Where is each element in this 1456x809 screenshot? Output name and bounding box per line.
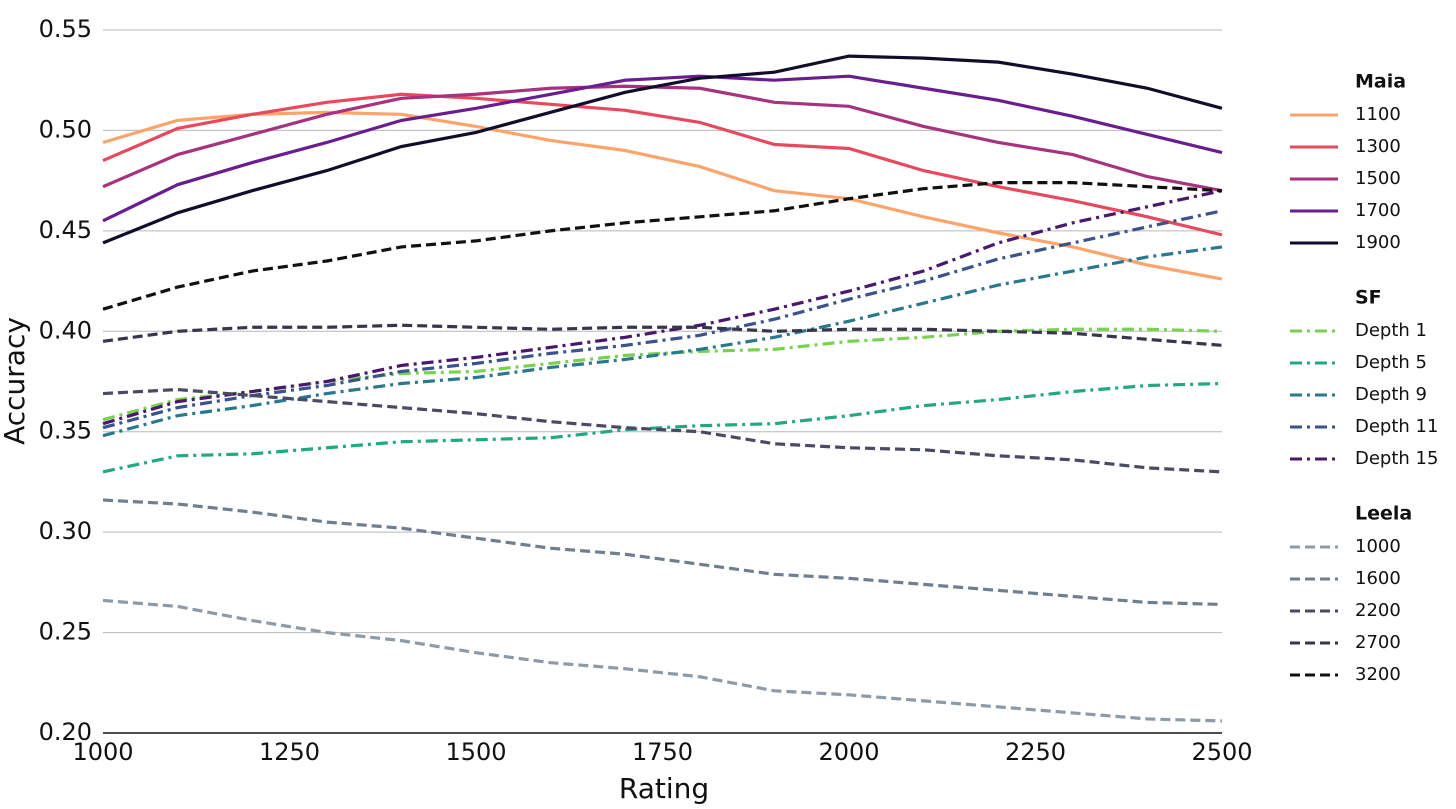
series-line — [102, 181, 1223, 311]
y-tick-label: 0.55 — [39, 15, 92, 43]
series-line — [102, 84, 1223, 193]
y-tick-label: 0.45 — [39, 216, 92, 244]
legend-label: 3200 — [1355, 664, 1401, 685]
legend-label: Depth 11 — [1355, 416, 1438, 437]
x-tick-label: 1750 — [632, 738, 693, 766]
legend-group-title: Leela — [1355, 503, 1412, 525]
series-line — [102, 54, 1223, 245]
series-line — [102, 498, 1223, 607]
legend-label: 1700 — [1355, 200, 1401, 221]
legend-label: 2200 — [1355, 600, 1401, 621]
series-line — [102, 245, 1223, 438]
legend-label: 1900 — [1355, 232, 1401, 253]
series-line — [102, 387, 1223, 474]
legend-group-title: SF — [1355, 287, 1382, 309]
legend-label: 1300 — [1355, 136, 1401, 157]
y-tick-label: 0.20 — [39, 718, 92, 746]
x-tick-label: 1000 — [72, 738, 133, 766]
legend-label: 1000 — [1355, 536, 1401, 557]
series-line — [102, 74, 1223, 223]
legend-group-title: Maia — [1355, 71, 1406, 93]
x-tick-label: 1250 — [259, 738, 320, 766]
y-tick-label: 0.40 — [39, 316, 92, 344]
x-tick-label: 2500 — [1191, 738, 1252, 766]
series-line — [102, 327, 1223, 422]
y-tick-label: 0.35 — [39, 417, 92, 445]
series-line — [102, 110, 1223, 281]
series-line — [102, 598, 1223, 723]
legend-label: Depth 5 — [1355, 352, 1427, 373]
x-tick-label: 2000 — [818, 738, 879, 766]
legend-label: Depth 1 — [1355, 320, 1427, 341]
y-tick-label: 0.50 — [39, 115, 92, 143]
series-line — [102, 323, 1223, 347]
series-line — [102, 381, 1223, 474]
legend-label: Depth 9 — [1355, 384, 1427, 405]
y-tick-label: 0.25 — [39, 618, 92, 646]
y-tick-label: 0.30 — [39, 517, 92, 545]
legend-label: Depth 15 — [1355, 448, 1438, 469]
series-line — [102, 209, 1223, 430]
legend-label: 1100 — [1355, 104, 1401, 125]
legend-label: 2700 — [1355, 632, 1401, 653]
x-axis-label: Rating — [619, 772, 709, 805]
series-line — [102, 189, 1223, 426]
y-axis-label: Accuracy — [0, 317, 31, 445]
legend-label: 1600 — [1355, 568, 1401, 589]
legend-label: 1500 — [1355, 168, 1401, 189]
x-tick-label: 2250 — [1005, 738, 1066, 766]
x-tick-label: 1500 — [445, 738, 506, 766]
series-line — [102, 92, 1223, 237]
